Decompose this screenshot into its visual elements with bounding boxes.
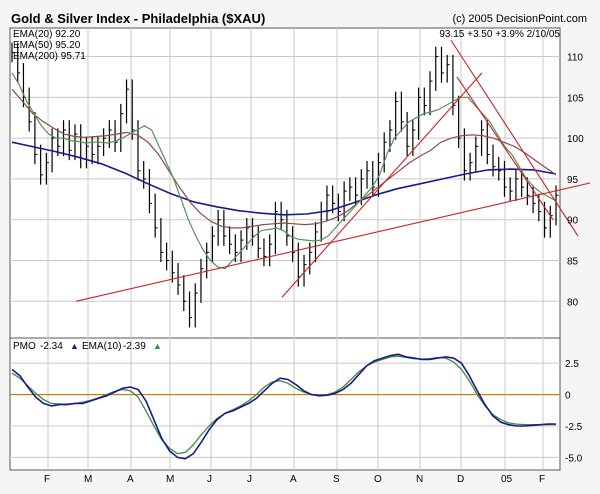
x-tick-label: S [333,474,340,485]
price-tick-label: 90 [567,216,579,227]
ema20-line [11,72,557,270]
price-panel [9,27,561,339]
signal-legend-label: EMA(10) [82,341,121,352]
pmo-legend-value: -2.34 [40,341,63,352]
pmo-line [11,353,557,460]
pmo-signal-line [11,355,556,455]
price-tick-label: 100 [567,134,584,145]
axes-layer: F M A M J J A S O N D 05 F 80 85 90 95 100 105 110 2.5 0 -2.5 -… [44,53,584,485]
trendline-support [75,182,591,302]
chart-title: Gold & Silver Index - Philadelphia ($XAU… [11,11,265,26]
series-layer [10,39,591,460]
pmo-tick-label: 0 [565,391,571,402]
legend-ema200: EMA(200) 95.71 [13,51,86,62]
price-tick-label: 110 [567,53,583,64]
legend-ema50: EMA(50) 95.20 [13,40,81,51]
x-tick-label: F [539,474,545,485]
x-tick-label: D [457,474,464,485]
x-tick-label: O [374,474,382,485]
signal-up-arrow-icon: ▲ [153,341,162,351]
pmo-tick-label: -2.5 [565,422,583,433]
x-tick-label: J [247,474,252,485]
x-tick-label: 05 [501,474,513,485]
pmo-up-arrow-icon: ▲ [70,341,79,351]
trendline-resistance [450,39,579,237]
x-tick-label: A [290,474,297,485]
last-quote-label: 93.15 +3.50 +3.9% 2/10/05 [439,29,560,40]
ema50-line [11,88,557,229]
pmo-tick-label: -5.0 [565,453,583,464]
price-tick-label: 105 [567,93,584,104]
pmo-panel [9,337,561,471]
pmo-legend-label: PMO [13,341,36,352]
signal-legend-value: -2.39 [123,341,146,352]
price-tick-label: 95 [567,175,579,186]
price-tick-label: 80 [567,297,579,308]
trendline-resistance2 [456,76,554,221]
copyright-label: (c) 2005 DecisionPoint.com [452,13,587,25]
pmo-tick-label: 2.5 [565,359,579,370]
trendline-upper_support [281,72,483,298]
x-tick-label: A [127,474,134,485]
x-tick-label: N [416,474,423,485]
x-tick-label: J [207,474,212,485]
x-tick-label: M [166,474,174,485]
x-tick-label: F [44,474,50,485]
price-bars [11,42,559,328]
legend-ema20: EMA(20) 92.20 [13,29,81,40]
x-tick-label: M [84,474,92,485]
ema200-line [11,141,557,216]
price-tick-label: 85 [567,257,579,268]
